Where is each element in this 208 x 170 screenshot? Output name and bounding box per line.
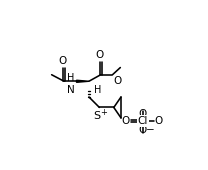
Text: H: H [94, 85, 101, 95]
Text: S: S [94, 111, 101, 121]
Text: O: O [139, 125, 147, 134]
Text: H: H [67, 73, 74, 83]
Text: O: O [155, 116, 163, 126]
Text: O: O [113, 76, 122, 86]
Polygon shape [77, 80, 89, 82]
Text: O: O [95, 50, 103, 60]
Text: +: + [100, 108, 107, 117]
Text: O: O [58, 56, 67, 66]
Text: O: O [122, 116, 130, 126]
Text: −: − [146, 125, 155, 135]
Text: N: N [67, 84, 74, 95]
Text: O: O [139, 109, 147, 119]
Text: Cl: Cl [137, 116, 148, 126]
